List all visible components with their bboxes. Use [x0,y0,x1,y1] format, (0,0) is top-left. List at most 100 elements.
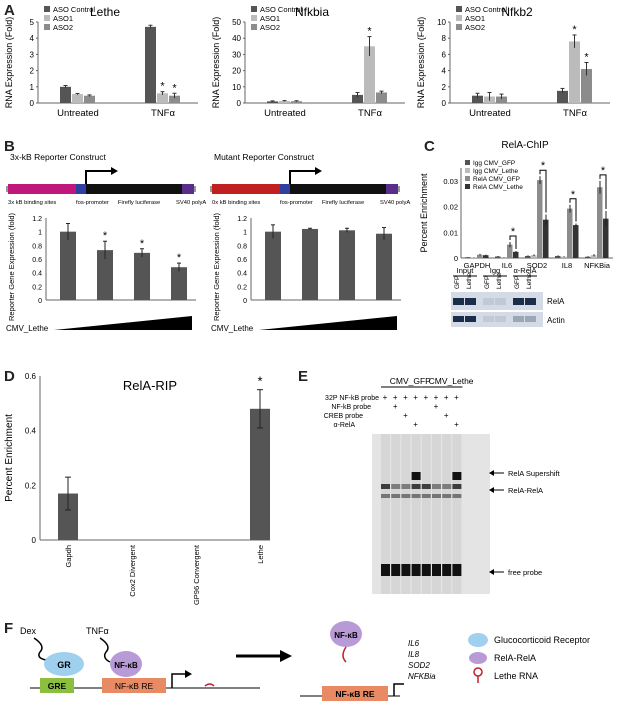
legend-swatch [44,6,50,12]
legend-lethe-label: Lethe RNA [494,671,538,681]
gel-band-lower [421,494,431,498]
legend-label: ASO2 [260,23,280,32]
legend-glucocorticoid-label: Glucocorticoid Receptor [494,635,590,645]
chip-y-axis-label: Percent Enrichment [419,173,429,253]
reporter-chart1-y-tick-label: 0.4 [32,271,42,278]
panel-a-letter: A [4,2,15,19]
gel-rela-band [421,484,431,489]
gel-lane [421,434,431,594]
blot-rela-band [495,298,506,305]
model-nfkb-re-box-right [322,686,388,701]
reporter-chart2-bar [265,231,281,300]
chip-significance-bracket [509,235,517,250]
blot-lane-label: GFP [484,276,491,289]
bar [364,46,375,103]
construct1-label: Firefly luciferase [118,200,160,206]
reporter-chart2-y-tick-label: 1.2 [237,216,247,223]
blot-group-label: Igg [490,266,500,275]
chip-y-tick-label: 0.01 [443,228,458,237]
legend-swatch [251,6,257,12]
rip-y-tick-label: 0 [32,536,37,545]
gel-rela-band [411,484,421,489]
bar [72,94,83,103]
blot-actin-band [483,316,494,322]
significance-star: * [367,26,372,38]
chip-significance-star: * [571,189,576,201]
significance-star: * [172,82,177,94]
legend-lethe-icon [473,667,483,677]
y-tick-label: 10 [232,83,241,92]
chip-bar [507,244,513,258]
construct2-luciferase [290,184,386,194]
reporter-chart2-y-tick-label: 0 [243,298,247,305]
y-tick-label: 10 [437,18,446,27]
legend-swatch [44,24,50,30]
chip-bar [573,225,579,258]
gel-sign: + [454,420,459,429]
reporter-chart2-bar [339,230,355,300]
gel-row-label: CREB probe [324,413,363,420]
gel-band-label: free probe [508,568,542,577]
gel-band-lower [432,494,441,498]
chip-title: RelA-ChIP [501,140,549,151]
gel-free-probe-band [442,564,452,576]
blot-rela-band [525,298,536,305]
reporter-chart1-y-tick-label: 1.2 [32,216,42,223]
gel-free-probe-band [432,564,441,576]
construct2-label: 0x kB binding sites [212,200,260,206]
gel-lane [381,434,390,594]
gel-sign: + [444,393,449,402]
chip-legend-label: RelA CMV_Lethe [473,184,523,191]
gel-rela-band [432,484,441,489]
gel-lane [401,434,411,594]
gel-free-probe-band [421,564,431,576]
chip-bar [567,208,573,258]
y-tick-label: 30 [232,50,241,59]
legend-swatch [456,24,462,30]
reporter-chart1-x-label: CMV_Lethe [6,324,49,333]
x-category-label: Untreated [469,108,511,119]
model-lethe-rna-icon [204,683,215,687]
chip-bar [465,257,471,258]
reporter-chart1-bar [134,252,150,300]
bar [157,93,168,103]
gel-band-label: RelA Supershift [508,469,561,478]
x-category-label: TNFα [151,108,175,119]
gel-sign: + [444,411,449,420]
reporter-chart2-y-tick-label: 0.6 [237,257,247,264]
chip-y-tick-label: 0 [454,254,458,263]
gel-lane [452,434,462,594]
bar [581,68,592,103]
gel-group-label: CMV_GFP [390,376,431,386]
gel-supershift-band [452,472,462,480]
gel-free-probe-band [411,564,421,576]
chip-bar [531,255,537,258]
gel-sign: + [403,393,408,402]
gel-band-arrowhead [489,569,494,575]
chip-significance-star: * [511,226,516,238]
chip-legend-swatch [465,176,470,181]
blot-rela-band [465,298,476,305]
y-tick-label: 0 [442,99,447,108]
chip-bar [543,219,549,258]
reporter-chart2-y-tick-label: 0.4 [237,271,247,278]
rip-title: RelA-RIP [123,378,177,393]
legend-swatch [44,15,50,21]
legend-label: ASO1 [53,14,73,23]
model-transition-arrowhead [280,650,292,662]
bar [145,26,156,103]
construct2-label: fos-promoter [280,200,313,206]
reporter-chart1-y-tick-label: 0 [38,298,42,305]
blot-actin-band [513,316,524,322]
blot-lane-label: Lethe [526,272,533,289]
gel-band-lower [411,494,421,498]
y-axis-label: RNA Expression (Fold) [211,17,221,109]
legend-label: ASO2 [465,23,485,32]
gel-free-probe-band [391,564,401,576]
legend-swatch [251,15,257,21]
gel-rela-band [442,484,452,489]
gel-sign: + [413,420,418,429]
blot-row-label: RelA [547,297,565,306]
bar [84,95,95,103]
